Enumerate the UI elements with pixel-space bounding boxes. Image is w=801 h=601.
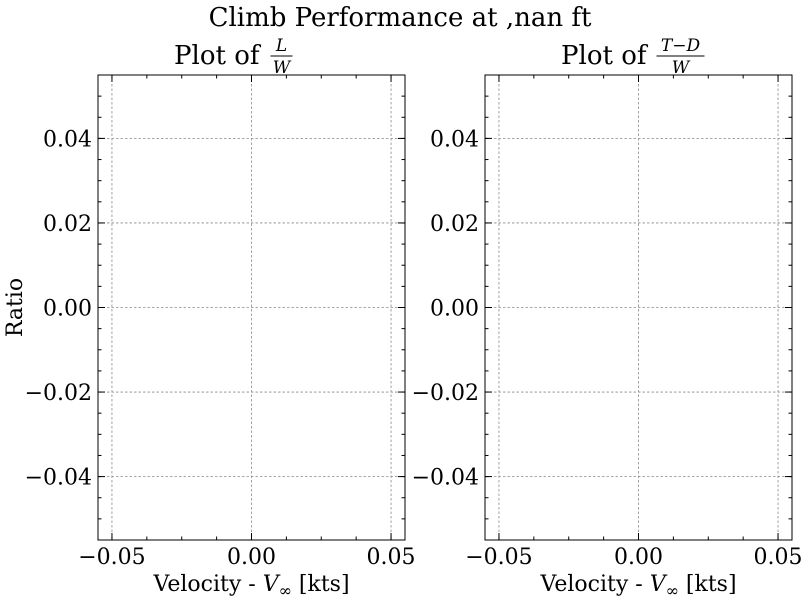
axes-excess-thrust-to-weight: −0.05 0.00 0.05 −0.04 −0.02 0.00 0.02 0.04 Plot … xyxy=(412,36,801,600)
y-tick-label: 0.04 xyxy=(43,127,92,152)
y-tick-label: 0.04 xyxy=(430,127,479,152)
y-tick-label: −0.04 xyxy=(412,466,479,491)
plot-title-denominator: W xyxy=(273,58,292,78)
plot-title-denominator: W xyxy=(672,58,691,78)
y-tick-label: −0.04 xyxy=(25,466,92,491)
x-tick-label: −0.05 xyxy=(465,545,532,570)
y-tick-label: −0.02 xyxy=(412,381,479,406)
plot-title-prefix: Plot of xyxy=(561,41,649,71)
x-tick-label: 0.05 xyxy=(367,545,416,570)
y-tick-label: 0.02 xyxy=(430,212,479,237)
x-tick-label: 0.00 xyxy=(614,545,663,570)
x-axis-label: Velocity - V∞ [kts] xyxy=(152,572,349,600)
plot-title-numerator: T−D xyxy=(661,36,701,56)
x-tick-label: −0.05 xyxy=(78,545,145,570)
y-tick-label: −0.02 xyxy=(25,381,92,406)
axes-lift-to-weight: −0.05 0.00 0.05 −0.04 −0.02 0.00 0.02 0.04 Plot … xyxy=(3,36,416,600)
y-tick-label: 0.00 xyxy=(43,297,92,322)
plot-title-prefix: Plot of xyxy=(174,41,262,71)
figure-suptitle: Climb Performance at ,nan ft xyxy=(209,3,592,33)
x-axis-label: Velocity - V∞ [kts] xyxy=(539,572,736,600)
y-axis-label: Ratio xyxy=(3,278,28,337)
y-tick-label: 0.02 xyxy=(43,212,92,237)
x-tick-label: 0.00 xyxy=(227,545,276,570)
x-tick-label: 0.05 xyxy=(754,545,801,570)
plot-title-numerator: L xyxy=(275,36,287,56)
y-tick-label: 0.00 xyxy=(430,297,479,322)
